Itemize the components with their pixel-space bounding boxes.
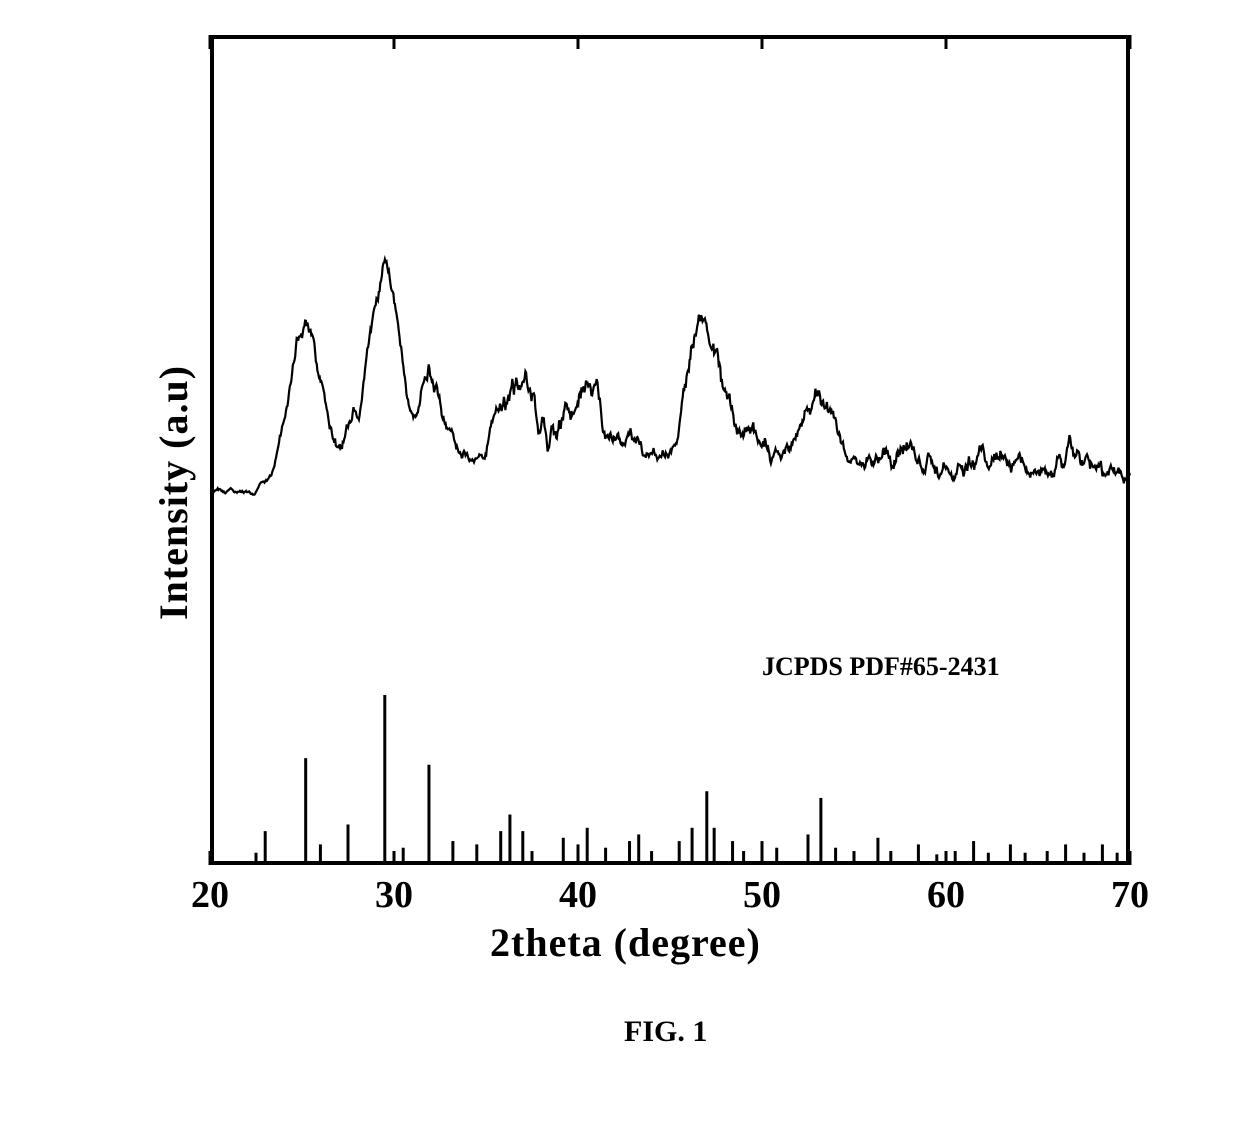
x-tick-label: 30 (366, 873, 422, 917)
x-tick-label: 60 (918, 873, 974, 917)
x-tick-label: 50 (734, 873, 790, 917)
figure-container: Intensity (a.u) 2theta (degree) JCPDS PD… (0, 0, 1240, 1132)
xrd-spectrum (210, 259, 1130, 495)
x-tick-label: 20 (182, 873, 238, 917)
x-axis-label: 2theta (degree) (490, 919, 761, 966)
figure-caption: FIG. 1 (624, 1015, 707, 1049)
x-tick-label: 70 (1102, 873, 1158, 917)
x-tick-label: 40 (550, 873, 606, 917)
y-axis-label: Intensity (a.u) (150, 365, 197, 620)
reference-annotation: JCPDS PDF#65-2431 (762, 652, 1000, 682)
